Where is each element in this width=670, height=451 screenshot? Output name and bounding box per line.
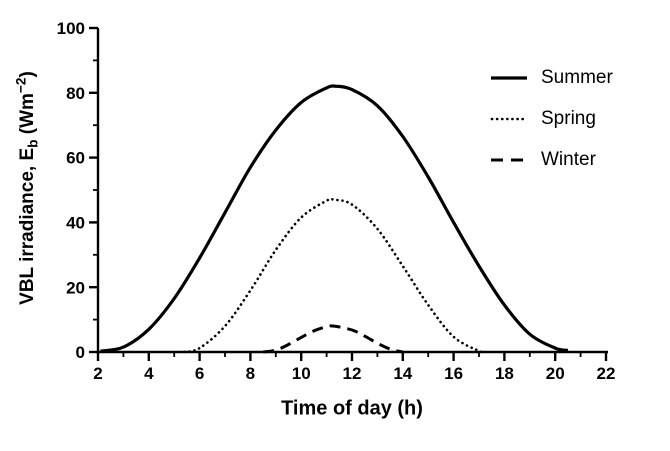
svg-text:6: 6 bbox=[195, 364, 204, 383]
y-axis-title-sub: b bbox=[25, 139, 41, 148]
y-axis-title-sup: −2 bbox=[13, 77, 29, 94]
legend: Summer Spring Winter bbox=[490, 57, 613, 180]
legend-label-winter: Winter bbox=[541, 148, 596, 170]
y-axis-title-mid: (Wm bbox=[16, 93, 38, 140]
svg-text:2: 2 bbox=[93, 364, 102, 383]
svg-text:10: 10 bbox=[292, 364, 311, 383]
svg-text:0: 0 bbox=[76, 343, 85, 362]
series-winter-line bbox=[262, 324, 404, 354]
legend-label-summer: Summer bbox=[541, 66, 613, 88]
svg-text:18: 18 bbox=[495, 364, 514, 383]
x-axis-title: Time of day (h) bbox=[281, 397, 423, 420]
svg-text:20: 20 bbox=[66, 278, 85, 297]
series-summer-line bbox=[100, 84, 569, 353]
svg-text:8: 8 bbox=[246, 364, 255, 383]
svg-text:22: 22 bbox=[597, 364, 616, 383]
legend-item-summer: Summer bbox=[490, 57, 613, 98]
y-axis-title: VBL irradiance, Eb (Wm−2) bbox=[13, 71, 40, 305]
svg-text:4: 4 bbox=[144, 364, 154, 383]
dashed-line-icon bbox=[491, 158, 527, 161]
svg-text:100: 100 bbox=[57, 19, 85, 38]
series-spring-line bbox=[183, 197, 486, 354]
dotted-line-icon bbox=[490, 117, 528, 120]
solid-line-icon bbox=[491, 75, 527, 80]
y-axis-title-suffix: ) bbox=[16, 71, 38, 78]
svg-text:80: 80 bbox=[66, 84, 85, 103]
y-axis-title-text: VBL irradiance, E bbox=[16, 147, 38, 305]
svg-text:20: 20 bbox=[546, 364, 565, 383]
legend-item-winter: Winter bbox=[490, 139, 613, 180]
svg-text:16: 16 bbox=[444, 364, 463, 383]
svg-text:60: 60 bbox=[66, 149, 85, 168]
svg-text:12: 12 bbox=[343, 364, 362, 383]
svg-text:14: 14 bbox=[393, 364, 412, 383]
legend-item-spring: Spring bbox=[490, 98, 613, 139]
svg-text:40: 40 bbox=[66, 214, 85, 233]
legend-label-spring: Spring bbox=[541, 107, 596, 129]
